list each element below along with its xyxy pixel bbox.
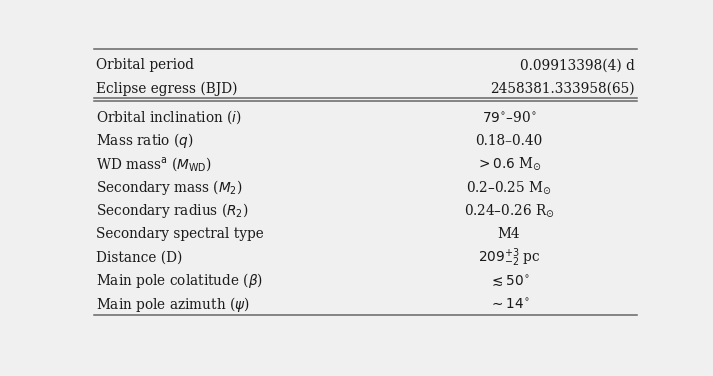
Text: Main pole azimuth ($\psi$): Main pole azimuth ($\psi$) — [96, 295, 250, 314]
Text: 2458381.333958(65): 2458381.333958(65) — [490, 82, 635, 96]
Text: Distance (D): Distance (D) — [96, 250, 183, 265]
Text: 0.24–0.26 R$_{\odot}$: 0.24–0.26 R$_{\odot}$ — [463, 202, 555, 219]
Text: $209^{+3}_{-2}$ pc: $209^{+3}_{-2}$ pc — [478, 246, 540, 269]
Text: $> 0.6$ M$_{\odot}$: $> 0.6$ M$_{\odot}$ — [476, 156, 542, 172]
Text: Orbital period: Orbital period — [96, 58, 195, 72]
Text: $\lesssim 50^{\circ}$: $\lesssim 50^{\circ}$ — [488, 273, 530, 288]
Text: Secondary mass ($M_2$): Secondary mass ($M_2$) — [96, 178, 243, 197]
Text: $\sim 14^{\circ}$: $\sim 14^{\circ}$ — [488, 297, 530, 312]
Text: Orbital inclination ($i$): Orbital inclination ($i$) — [96, 108, 242, 126]
Text: 0.18–0.40: 0.18–0.40 — [476, 133, 543, 147]
Text: Main pole colatitude ($\beta$): Main pole colatitude ($\beta$) — [96, 271, 263, 290]
Text: WD mass$^{\mathrm{a}}$ ($M_{\mathrm{WD}}$): WD mass$^{\mathrm{a}}$ ($M_{\mathrm{WD}}… — [96, 155, 212, 173]
Text: Secondary radius ($R_2$): Secondary radius ($R_2$) — [96, 201, 249, 220]
Text: Eclipse egress (BJD): Eclipse egress (BJD) — [96, 82, 238, 96]
Text: 0.09913398(4) d: 0.09913398(4) d — [520, 58, 635, 72]
Text: M4: M4 — [498, 227, 520, 241]
Text: Secondary spectral type: Secondary spectral type — [96, 227, 264, 241]
Text: Mass ratio ($q$): Mass ratio ($q$) — [96, 131, 194, 150]
Text: 0.2–0.25 M$_{\odot}$: 0.2–0.25 M$_{\odot}$ — [466, 179, 552, 196]
Text: $79^{\circ}$–90$^{\circ}$: $79^{\circ}$–90$^{\circ}$ — [482, 110, 536, 124]
